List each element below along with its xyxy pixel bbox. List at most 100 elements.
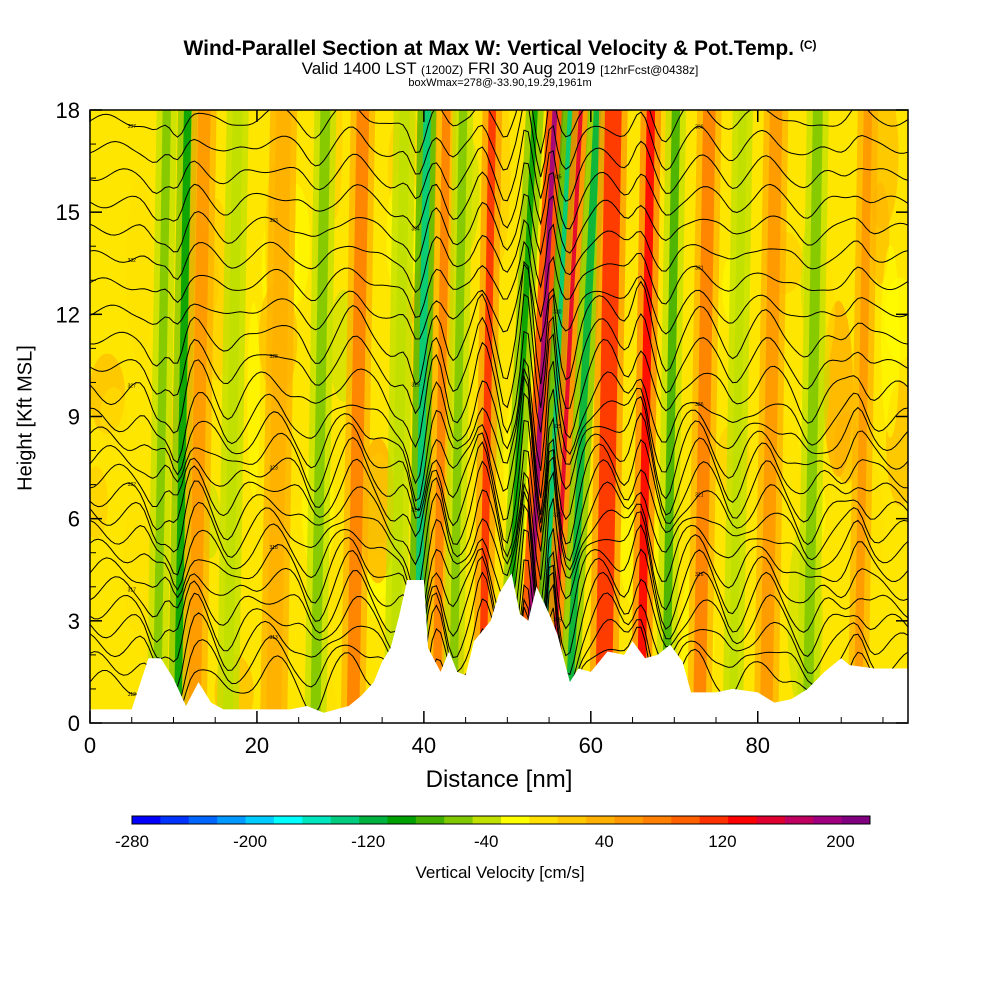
theta-contour <box>90 491 908 630</box>
contour-label: 320 <box>553 513 562 519</box>
colorbar-tick-label: 40 <box>595 832 614 851</box>
velocity-band <box>728 110 747 723</box>
velocity-band <box>478 110 497 723</box>
colorbar-swatch <box>160 816 190 824</box>
contour-label: 323 <box>269 466 278 472</box>
theta-contours: 3123133143153163173183193203213223233243… <box>90 110 908 723</box>
x-tick-label: 40 <box>412 733 436 758</box>
chart-subtitle: Valid 1400 LST (1200Z) FRI 30 Aug 2019 [… <box>301 59 699 78</box>
axes: 0 20 40 60 80 0 3 6 9 12 15 18 <box>56 98 909 758</box>
y-tick-label: 9 <box>68 405 80 430</box>
velocity-band <box>173 110 192 723</box>
contour-label: 316 <box>695 572 704 578</box>
colorbar-swatch <box>444 816 474 824</box>
contour-label: 331 <box>695 266 704 272</box>
colorbar-tick-label: -120 <box>351 832 385 851</box>
colorbar-swatch <box>813 816 843 824</box>
theta-contour <box>90 240 908 318</box>
colorbar-swatch <box>273 816 303 824</box>
velocity-band <box>266 110 292 723</box>
colorbar-swatch <box>217 816 247 824</box>
theta-contour <box>90 392 908 524</box>
contour-label: 330 <box>553 309 562 315</box>
contour-label: 329 <box>411 383 420 389</box>
colorbar-swatch <box>188 816 218 824</box>
x-tick-label: 80 <box>746 733 770 758</box>
colorbar-swatch <box>841 816 871 824</box>
chart-title: Wind-Parallel Section at Max W: Vertical… <box>183 37 817 60</box>
field-patch <box>880 244 900 438</box>
theta-contour <box>90 449 908 566</box>
y-tick-label: 3 <box>68 609 80 634</box>
contour-label: 337 <box>128 124 137 130</box>
colorbar-swatch <box>359 816 388 824</box>
colorbar-swatch <box>699 816 729 824</box>
colorbar-swatch <box>784 816 814 824</box>
contour-label: 326 <box>695 402 704 408</box>
colorbar-tick-label: -40 <box>474 832 499 851</box>
x-tick-label: 0 <box>84 733 96 758</box>
y-axis-label: Height [Kft MSL] <box>14 345 37 491</box>
velocity-band <box>594 110 622 723</box>
velocity-band <box>759 110 783 723</box>
y-tick-label: 0 <box>68 711 80 736</box>
velocity-band <box>448 110 468 723</box>
contour-label: 336 <box>695 124 704 130</box>
colorbar-swatch <box>728 816 757 824</box>
theta-contour <box>90 368 908 502</box>
contour-label: 333 <box>269 218 278 224</box>
theta-contour <box>90 470 908 596</box>
contour-label: 324 <box>411 507 420 513</box>
colorbar-swatch <box>245 816 275 824</box>
colorbar-swatch <box>501 816 530 824</box>
copyright-mark: (C) <box>799 38 817 52</box>
theta-contour <box>90 357 908 485</box>
theta-contour <box>90 219 908 293</box>
x-tick-label: 60 <box>579 733 603 758</box>
plot-area: 3123133143153163173183193203213223233243… <box>90 110 908 723</box>
contour-label: 335 <box>553 175 562 181</box>
velocity-band <box>502 110 538 723</box>
field-patch <box>122 498 150 633</box>
theta-contour <box>90 419 908 545</box>
velocity-band <box>310 110 331 723</box>
theta-contour <box>90 162 908 230</box>
contour-label: 318 <box>269 545 278 551</box>
colorbar-label: Vertical Velocity [cm/s] <box>415 863 585 882</box>
colorbar-tick-label: 120 <box>708 832 736 851</box>
velocity-band <box>693 110 716 723</box>
theta-contour <box>90 263 908 343</box>
y-tick-label: 18 <box>56 98 80 123</box>
velocity-band <box>802 110 823 723</box>
x-tick-label: 20 <box>245 733 269 758</box>
colorbar-swatch <box>586 816 616 824</box>
colorbar-frame <box>131 815 871 825</box>
velocity-band <box>389 110 410 723</box>
velocity-band <box>853 110 873 723</box>
velocity-band <box>222 110 243 723</box>
theta-contour <box>90 374 908 515</box>
colorbar-tick-label: 200 <box>826 832 854 851</box>
colorbar-swatch <box>671 816 701 824</box>
colorbar-swatch <box>302 816 332 824</box>
contour-label: 327 <box>128 384 137 390</box>
colorbar-swatch <box>387 816 417 824</box>
contour-label: 334 <box>411 227 420 233</box>
contour-label: 313 <box>269 635 278 641</box>
y-tick-label: 15 <box>56 200 80 225</box>
contour-label: 332 <box>128 258 137 264</box>
theta-contour <box>90 482 908 616</box>
box-info: boxWmax=278@-33.90,19.29,1961m <box>408 77 592 89</box>
colorbar-swatch <box>472 816 502 824</box>
theta-contour <box>90 260 908 386</box>
contour-label: 322 <box>128 482 137 488</box>
colorbar-swatch <box>415 816 445 824</box>
field-patch <box>125 175 154 362</box>
theta-contour <box>90 110 908 154</box>
velocity-band <box>432 110 451 723</box>
colorbar-swatch <box>330 816 360 824</box>
contour-label: 315 <box>553 618 562 624</box>
colorbar-tick-label: -280 <box>115 832 149 851</box>
x-axis-label: Distance [nm] <box>425 766 573 793</box>
contour-label: 328 <box>269 354 278 360</box>
